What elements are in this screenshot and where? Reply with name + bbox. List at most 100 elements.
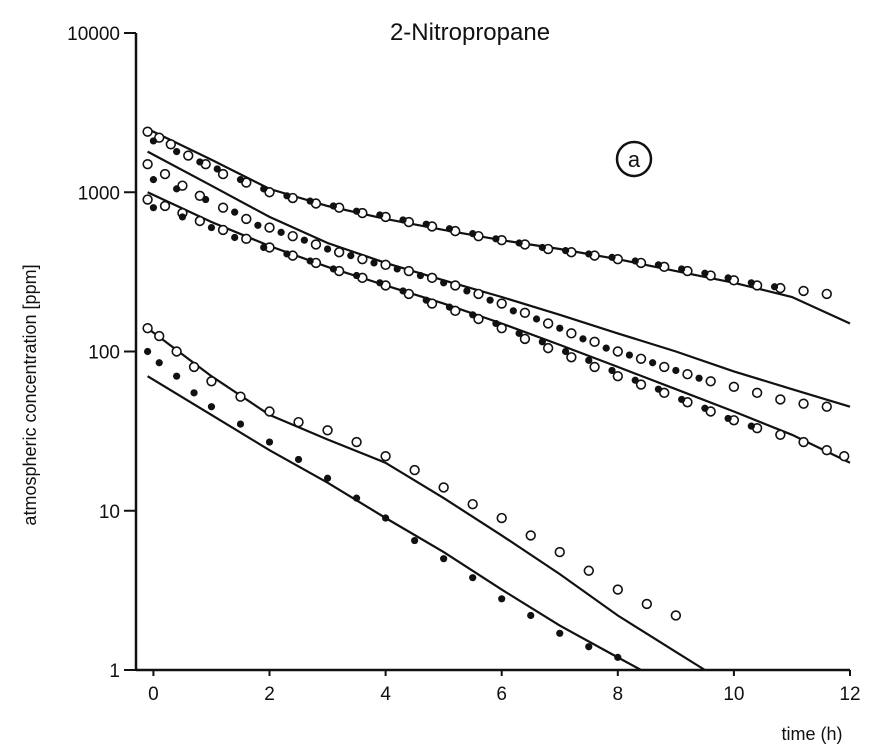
data-point-filled (678, 395, 686, 404)
data-point-filled (672, 366, 680, 375)
data-point-filled (770, 283, 779, 291)
data-point-filled (440, 555, 448, 563)
data-point-filled (469, 311, 477, 319)
data-point-open (426, 272, 438, 284)
data-point-open (380, 451, 391, 462)
data-point-open (682, 369, 693, 380)
data-point-open (821, 445, 832, 456)
data-point-open (293, 416, 304, 428)
data-point-filled (393, 265, 401, 273)
data-point-filled (492, 319, 500, 328)
data-point-open (287, 230, 298, 242)
data-point-filled (724, 274, 732, 282)
data-point-filled (747, 279, 755, 287)
data-point-filled (213, 165, 221, 173)
data-point-filled (352, 207, 361, 215)
data-point-open (473, 313, 484, 325)
data-point-filled (556, 324, 564, 332)
data-point-filled (492, 235, 500, 243)
data-point-open (194, 190, 206, 201)
data-point-open (775, 429, 786, 440)
data-point-filled (149, 176, 158, 184)
data-point-filled (654, 385, 663, 393)
data-point-filled (196, 158, 204, 166)
data-point-filled (701, 404, 709, 412)
data-point-filled (283, 250, 291, 258)
x-axis-label: time (h) (781, 724, 842, 744)
data-point-open (241, 233, 252, 245)
data-point-filled (207, 403, 216, 411)
data-point-open (751, 387, 763, 399)
data-point-filled (445, 303, 454, 311)
data-point-open (142, 323, 153, 334)
fitted-curve (147, 127, 851, 325)
data-point-open (554, 546, 565, 558)
data-point-open (235, 391, 246, 402)
data-point-open (473, 288, 484, 300)
data-point-open (519, 307, 531, 318)
data-point-open (206, 376, 217, 387)
data-point-filled (556, 629, 564, 637)
data-point-open (821, 401, 832, 412)
data-point-filled (173, 372, 181, 380)
data-point-filled (323, 474, 332, 482)
data-point-filled (532, 315, 541, 323)
data-point-open (322, 425, 333, 436)
data-point-open (635, 379, 647, 390)
data-point-filled (538, 338, 546, 346)
data-point-filled (538, 243, 546, 252)
data-point-filled (277, 228, 285, 236)
data-point-filled (585, 356, 593, 364)
data-point-filled (469, 574, 477, 582)
data-point-filled (486, 296, 494, 304)
data-point-open (641, 598, 653, 610)
data-point-filled (445, 225, 454, 233)
data-point-open (798, 436, 809, 448)
data-point-filled (260, 185, 268, 193)
data-point-filled (469, 229, 477, 238)
data-point-open (264, 406, 275, 417)
data-point-open (566, 328, 577, 339)
data-point-filled (300, 236, 308, 244)
data-point-filled (329, 202, 337, 210)
data-point-filled (149, 137, 158, 145)
data-point-filled (376, 279, 384, 287)
data-point-filled (329, 265, 337, 273)
data-point-open (583, 565, 594, 576)
data-point-open (426, 298, 438, 309)
data-point-filled (376, 211, 384, 219)
data-point-open (496, 323, 507, 334)
data-point-filled (352, 494, 361, 502)
data-point-filled (614, 653, 622, 661)
data-point-open (705, 376, 716, 387)
fitted-curve (147, 375, 642, 671)
data-points (142, 126, 850, 661)
axes: 1 10 100 1000 10000 0 2 4 6 8 10 12 (67, 24, 860, 705)
data-point-filled (585, 643, 593, 651)
data-point-filled (631, 376, 639, 384)
y-tick-label: 100 (88, 343, 120, 364)
data-point-open (798, 285, 809, 297)
data-point-filled (306, 257, 314, 265)
data-point-filled (260, 243, 268, 252)
data-point-filled (422, 220, 430, 228)
data-point-filled (207, 223, 216, 232)
panel-badge-circle (615, 140, 653, 178)
data-point-filled (306, 197, 314, 205)
data-point-filled (695, 374, 703, 382)
data-point-filled (608, 366, 616, 375)
data-point-filled (649, 359, 657, 367)
data-point-filled (561, 247, 570, 255)
data-point-filled (440, 279, 448, 287)
data-point-filled (678, 265, 686, 273)
data-point-open (188, 361, 200, 373)
x-tick-label: 10 (723, 684, 744, 705)
data-point-open (264, 222, 275, 233)
data-point-open (159, 200, 171, 212)
panel-badge: a (615, 140, 653, 178)
data-point-filled (382, 514, 390, 522)
data-point-open (438, 482, 449, 493)
data-point-open (798, 398, 809, 409)
data-point-open (542, 342, 554, 354)
data-point-open (670, 610, 682, 621)
